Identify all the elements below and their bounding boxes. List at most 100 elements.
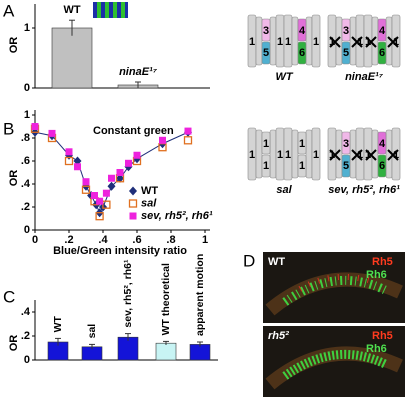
data-point <box>64 156 74 166</box>
category-label: WT theoretical <box>160 263 172 335</box>
category-label: WT <box>63 4 80 16</box>
genotype-label: rh5² <box>268 330 289 342</box>
cell-label: 6 <box>379 47 385 59</box>
data-point <box>159 136 166 144</box>
genotype-label: ninaE¹⁷ <box>345 71 384 83</box>
x-tick-label: .4 <box>98 234 108 246</box>
data-point <box>107 181 116 191</box>
panel-label: D <box>243 251 255 270</box>
photoreceptor-r8 <box>261 154 271 178</box>
category-label: sal <box>86 324 98 339</box>
photoreceptor <box>291 16 299 66</box>
cell-label: 5 <box>263 47 269 59</box>
cell-label: 1 <box>357 149 363 161</box>
cell-label: 4 <box>379 25 386 37</box>
bar <box>51 27 93 89</box>
y-tick-label: .4 <box>21 178 31 190</box>
photoreceptor-r7 <box>377 18 387 42</box>
cross <box>329 36 341 48</box>
data-point <box>65 148 73 156</box>
cell-label: 4 <box>299 25 306 37</box>
data-point <box>183 136 193 145</box>
category-label: apparent motion <box>194 254 206 336</box>
data-point <box>74 163 81 171</box>
photoreceptor <box>305 16 313 66</box>
panel-label: A <box>3 1 15 20</box>
bar <box>155 342 177 361</box>
genotype-label: WT <box>268 256 285 268</box>
photoreceptor <box>269 129 277 179</box>
channel-label: Rh5 <box>372 330 393 342</box>
cross <box>387 36 399 48</box>
cell-label: 3 <box>343 138 349 150</box>
cell-label: 1 <box>277 36 283 48</box>
x-tick-label: .8 <box>166 234 175 246</box>
cell-label: 1 <box>313 36 319 48</box>
genotype-label: WT <box>275 71 293 83</box>
cross <box>365 36 377 48</box>
cell-label: 1 <box>365 149 371 161</box>
cell-label: 1 <box>357 36 363 48</box>
photoreceptor-r8 <box>297 154 307 178</box>
photoreceptor <box>255 129 263 179</box>
photoreceptor-r8 <box>341 154 351 178</box>
data-point <box>108 174 115 182</box>
chart-title: Constant green <box>93 125 174 137</box>
photoreceptor-r7 <box>341 18 351 42</box>
category-label: WT <box>52 315 64 332</box>
cell-label: 5 <box>343 160 349 172</box>
cell-label: 1 <box>365 36 371 48</box>
cell-label: 1 <box>393 149 399 161</box>
y-tick-label: .4 <box>21 306 31 318</box>
photoreceptor <box>311 127 321 181</box>
x-tick-label: 1 <box>202 234 208 246</box>
photoreceptor-r8 <box>377 41 387 65</box>
data-point <box>82 178 90 186</box>
panel-label: C <box>3 287 15 306</box>
photoreceptor <box>269 16 277 66</box>
y-tick-label: 0 <box>24 82 30 94</box>
cell-label: 5 <box>343 47 349 59</box>
x-tick-label: 0 <box>32 234 38 246</box>
y-tick-label: .2 <box>21 330 30 342</box>
channel-label: Rh6 <box>366 269 387 281</box>
data-point <box>95 212 104 221</box>
category-label: ninaE¹⁷ <box>119 66 158 78</box>
cell-label: 1 <box>263 160 269 172</box>
y-axis-label: OR <box>8 37 20 54</box>
cross <box>387 149 399 161</box>
rh5-signal <box>298 273 376 292</box>
photoreceptor-r8 <box>341 41 351 65</box>
y-tick-label: 1 <box>24 22 30 34</box>
cell-label: 1 <box>285 149 291 161</box>
cell-label: 4 <box>379 138 386 150</box>
photoreceptor <box>305 129 313 179</box>
photoreceptor-r8 <box>377 154 387 178</box>
cell-label: 6 <box>379 160 385 172</box>
data-point <box>116 169 124 176</box>
data-point <box>31 123 39 130</box>
data-point <box>128 199 138 208</box>
data-point <box>81 185 91 194</box>
data-point <box>129 186 137 196</box>
legend-label: WT <box>141 185 158 197</box>
data-point <box>48 129 56 137</box>
cross <box>329 149 341 161</box>
y-axis-label: OR <box>8 335 20 352</box>
photoreceptor <box>311 14 321 68</box>
genotype-label: sal <box>276 184 292 196</box>
panel-label: B <box>3 119 14 138</box>
cell-label: 1 <box>249 36 255 48</box>
photoreceptor <box>291 129 299 179</box>
photoreceptor-r8 <box>297 41 307 65</box>
cell-label: 1 <box>329 36 335 48</box>
cell-label: 1 <box>285 36 291 48</box>
x-tick-label: .2 <box>64 234 73 246</box>
data-point <box>129 212 137 220</box>
cell-label: 1 <box>393 36 399 48</box>
cross <box>351 36 363 48</box>
y-tick-label: 0 <box>24 354 30 366</box>
data-point <box>96 197 104 205</box>
y-axis-label: OR <box>8 170 20 187</box>
